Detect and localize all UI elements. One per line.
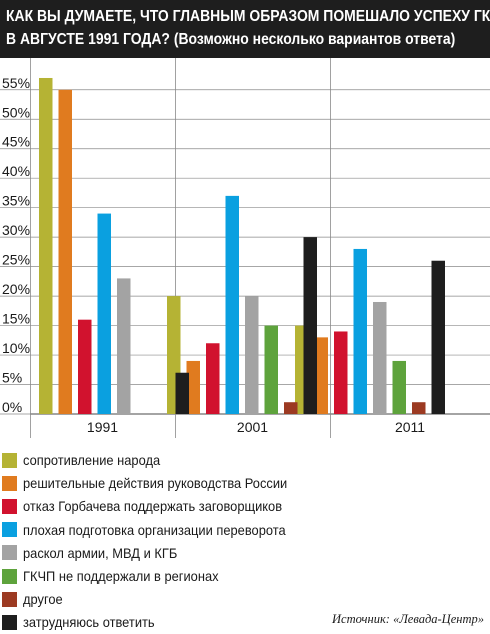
x-category-label: 1991 — [87, 419, 118, 435]
legend-label: затрудняюсь ответить — [23, 614, 155, 631]
legend-item: решительные действия руководства России — [0, 473, 310, 493]
y-tick-label: 25% — [2, 252, 30, 268]
y-tick-label: 30% — [2, 222, 30, 238]
chart-title-line-1: КАК ВЫ ДУМАЕТЕ, ЧТО ГЛАВНЫМ ОБРАЗОМ ПОМЕ… — [6, 8, 490, 25]
bar-chart: 0% 5% 10% 15% 20% 25% 30% 35% 40% 45% 50% 55% 1991 20… — [0, 58, 490, 438]
y-tick-label: 45% — [2, 134, 30, 150]
source-credit: Источник: «Левада-Центр» — [332, 612, 484, 626]
bar — [392, 360, 406, 414]
bar — [78, 319, 92, 414]
chart-title-bar: КАК ВЫ ДУМАЕТЕ, ЧТО ГЛАВНЫМ ОБРАЗОМ ПОМЕ… — [0, 0, 490, 58]
bar — [431, 260, 445, 414]
y-tick-label: 50% — [2, 104, 30, 120]
bar — [117, 278, 131, 414]
legend-item: раскол армии, МВД и КГБ — [0, 543, 191, 563]
legend-swatch — [2, 614, 17, 630]
bar — [39, 77, 53, 415]
bar — [373, 301, 387, 414]
legend-label: решительные действия руководства России — [23, 475, 288, 492]
bar — [334, 331, 348, 414]
bar — [412, 402, 426, 414]
legend-item: сопротивление народа — [0, 450, 172, 470]
legend-swatch — [2, 568, 17, 584]
bar — [245, 296, 259, 414]
bar — [314, 337, 328, 414]
legend-swatch — [2, 522, 17, 538]
chart-title-line-2: В АВГУСТЕ 1991 ГОДА? (Возможно несколько… — [6, 28, 455, 51]
y-tick-label: 0% — [2, 399, 22, 415]
bar — [97, 213, 111, 414]
y-tick-label: 5% — [2, 370, 22, 386]
legend-swatch — [2, 545, 17, 561]
legend-item: другое — [0, 589, 66, 609]
bar — [186, 360, 200, 414]
legend-label: сопротивление народа — [23, 452, 161, 468]
legend-item: ГКЧП не поддержали в регионах — [0, 566, 236, 586]
legend-label: другое — [23, 591, 63, 608]
bar — [175, 372, 189, 414]
legend-item: затрудняюсь ответить — [0, 612, 166, 632]
legend-item: плохая подготовка организации переворота — [0, 520, 309, 540]
bar — [58, 89, 72, 415]
legend-label: отказ Горбачева поддержать заговорщиков — [23, 498, 283, 515]
legend-label: ГКЧП не поддержали в регионах — [23, 568, 219, 584]
x-category-label: 2011 — [395, 419, 425, 435]
chart-title-note: (Возможно несколько вариантов ответа) — [173, 31, 456, 48]
x-category-label: 2001 — [237, 419, 268, 435]
legend-swatch — [2, 591, 17, 607]
bar — [303, 237, 317, 414]
chart-title-question-end: В АВГУСТЕ 1991 ГОДА? — [6, 31, 170, 48]
y-tick-label: 15% — [2, 311, 30, 327]
y-tick-label: 40% — [2, 163, 30, 179]
y-tick-label: 10% — [2, 340, 30, 356]
bar — [353, 248, 367, 414]
legend-label: раскол армии, МВД и КГБ — [23, 544, 178, 561]
legend-swatch — [2, 452, 17, 468]
y-tick-label: 35% — [2, 193, 30, 209]
bar — [225, 195, 239, 414]
bar — [264, 325, 278, 414]
legend-swatch — [2, 475, 17, 491]
legend-swatch — [2, 498, 17, 514]
bar — [206, 343, 220, 414]
y-tick-label: 20% — [2, 281, 30, 297]
bar — [284, 402, 298, 414]
legend-label: плохая подготовка организации переворота — [23, 521, 286, 538]
legend-item: отказ Горбачева поддержать заговорщиков — [0, 496, 305, 516]
y-tick-label: 55% — [2, 75, 30, 91]
